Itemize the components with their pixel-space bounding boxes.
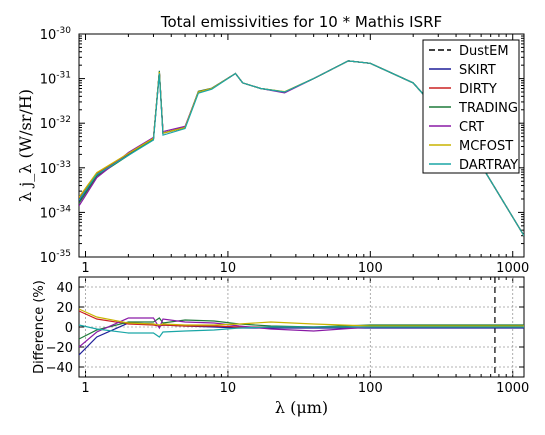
y-tick-label-exponent: -31	[56, 71, 71, 81]
y-tick-label: 10-34	[40, 204, 72, 221]
series-line-dartray	[79, 60, 524, 237]
y-tick-label-base: 10	[40, 162, 57, 177]
x-axis-label: λ (μm)	[275, 398, 328, 417]
y-tick-label: 20	[56, 301, 73, 316]
y-tick-label: 10-32	[40, 115, 71, 132]
chart-title: Total emissivities for 10 * Mathis ISRF	[160, 13, 442, 31]
x-tick-label: 1	[81, 381, 89, 396]
legend-label: MCFOST	[459, 139, 513, 154]
legend-label: CRT	[459, 120, 484, 135]
y-tick-label-base: 10	[40, 206, 57, 221]
y-tick-label: 0	[65, 321, 73, 336]
x-tick-label: 10	[220, 261, 237, 276]
y-tick-label: 10-31	[40, 71, 71, 88]
y-tick-label-exponent: -32	[56, 115, 71, 125]
x-tick-label: 10	[220, 381, 237, 396]
y-tick-label-exponent: -34	[56, 204, 71, 214]
x-tick-label: 100	[358, 261, 383, 276]
x-tick-label: 1000	[496, 381, 529, 396]
y-tick-label-base: 10	[40, 117, 57, 132]
y-tick-label: 10-33	[40, 160, 71, 177]
legend-label: DIRTY	[459, 82, 497, 97]
y-tick-label: −40	[46, 361, 73, 376]
y-tick-label: −20	[46, 341, 73, 356]
y-tick-label-base: 10	[40, 28, 57, 43]
y-tick-label-exponent: -30	[56, 26, 71, 36]
legend-label: SKIRT	[459, 63, 496, 78]
y-tick-label-exponent: -35	[56, 249, 71, 259]
y-tick-label: 10-35	[40, 249, 71, 266]
y-axis-label-top: λ j_λ (W/sr/H)	[16, 89, 35, 202]
y-tick-label-exponent: -33	[56, 160, 71, 170]
x-tick-label: 1	[81, 261, 89, 276]
y-axis-label-bottom: Difference (%)	[32, 280, 47, 374]
x-tick-label: 100	[358, 381, 383, 396]
difference-line-crt	[79, 317, 524, 348]
y-tick-label: 40	[56, 281, 73, 296]
y-tick-label: 10-30	[40, 26, 72, 43]
y-tick-label-base: 10	[40, 73, 57, 88]
legend-label: TRADING	[458, 101, 518, 116]
difference-line-dartray	[79, 324, 524, 338]
legend-label: DARTRAY	[459, 158, 518, 173]
y-tick-label-base: 10	[40, 251, 57, 266]
difference-line-mcfost	[79, 308, 524, 327]
legend-label: DustEM	[459, 44, 509, 59]
x-tick-label: 1000	[496, 261, 529, 276]
